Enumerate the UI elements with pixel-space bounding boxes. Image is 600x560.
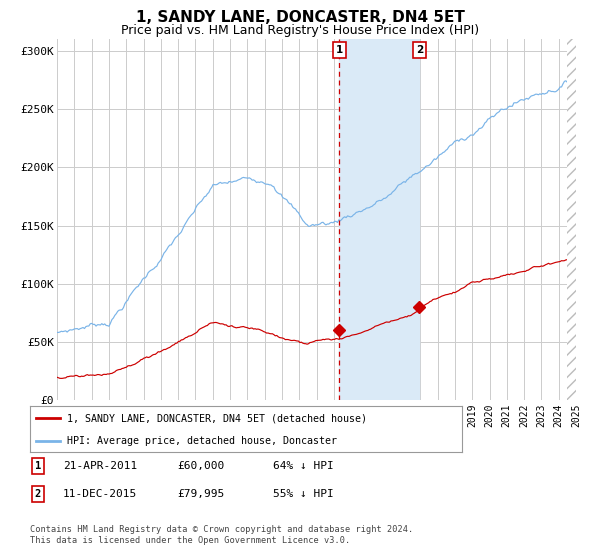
Text: 2: 2 [35,489,41,499]
Text: £60,000: £60,000 [177,461,224,471]
Text: 1: 1 [335,45,343,55]
Text: 1: 1 [35,461,41,471]
Text: 2: 2 [416,45,423,55]
Bar [339,39,419,400]
Text: 1, SANDY LANE, DONCASTER, DN4 5ET: 1, SANDY LANE, DONCASTER, DN4 5ET [136,10,464,25]
Text: Price paid vs. HM Land Registry's House Price Index (HPI): Price paid vs. HM Land Registry's House … [121,24,479,37]
Text: £79,995: £79,995 [177,489,224,499]
Text: 1, SANDY LANE, DONCASTER, DN4 5ET (detached house): 1, SANDY LANE, DONCASTER, DN4 5ET (detac… [67,413,367,423]
Text: HPI: Average price, detached house, Doncaster: HPI: Average price, detached house, Donc… [67,436,337,446]
Bar [576,39,584,400]
Text: 64% ↓ HPI: 64% ↓ HPI [273,461,334,471]
Text: 11-DEC-2015: 11-DEC-2015 [63,489,137,499]
Text: 21-APR-2011: 21-APR-2011 [63,461,137,471]
Text: 55% ↓ HPI: 55% ↓ HPI [273,489,334,499]
Bar [568,39,576,400]
Text: Contains HM Land Registry data © Crown copyright and database right 2024.
This d: Contains HM Land Registry data © Crown c… [30,525,413,545]
